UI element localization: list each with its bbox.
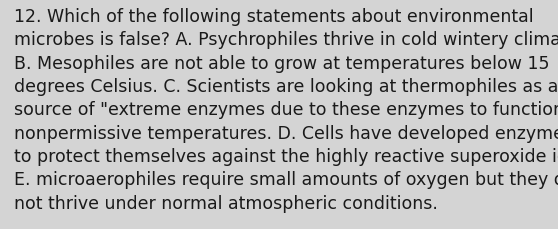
Text: 12. Which of the following statements about environmental
microbes is false? A. : 12. Which of the following statements ab… [14, 8, 558, 212]
